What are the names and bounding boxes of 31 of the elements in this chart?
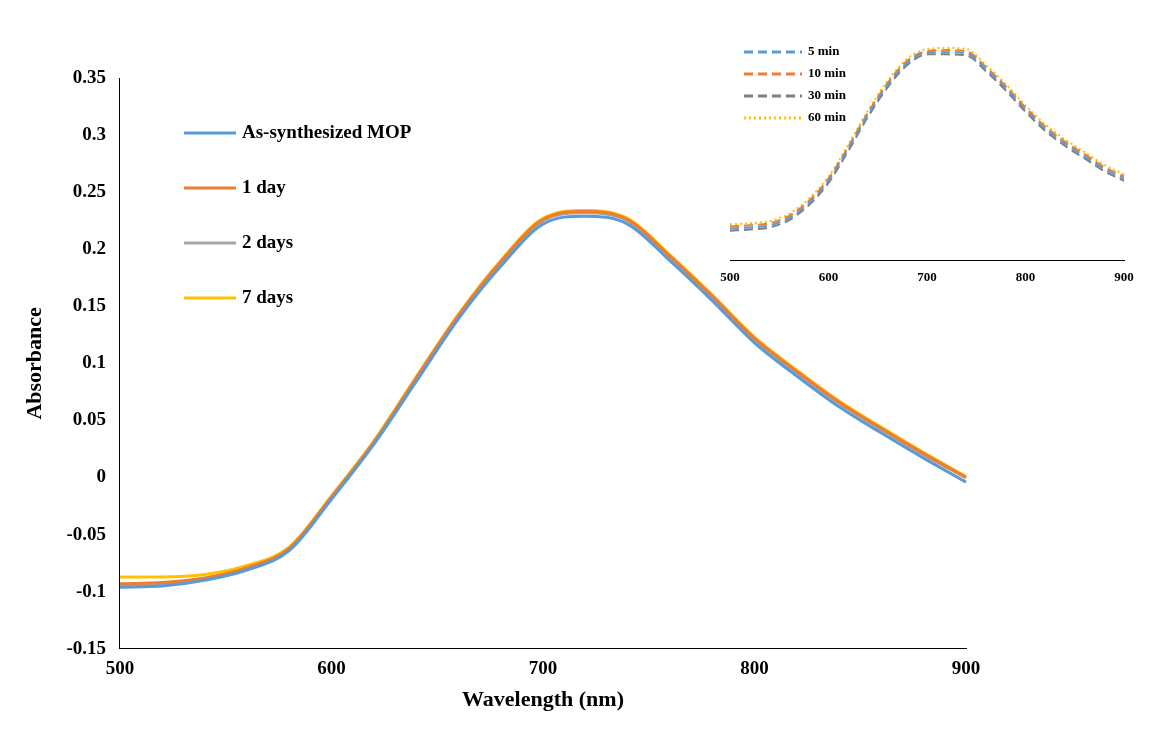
y-tick-label: 0 [96,465,106,487]
x-tick-label: 600 [317,657,346,679]
x-tick-label: 700 [917,268,937,284]
legend-label: 2 days [241,230,294,252]
x-tick-label: 800 [740,657,769,679]
y-tick-label: 0.25 [72,180,106,202]
legend-label: 10 min [808,65,847,81]
x-tick-label: 900 [1114,268,1134,284]
y-tick-label: 0.3 [82,122,106,144]
legend-label: 30 min [808,87,847,103]
x-tick-label: 600 [818,268,839,284]
y-tick-label: -0.05 [66,522,106,544]
legend-label: 1 day [241,175,287,197]
y-tick-label: 0.15 [72,294,106,316]
x-tick-label: 500 [720,268,740,284]
x-tick-label: 700 [528,657,558,679]
legend-label: 60 min [808,109,847,125]
y-tick-label: 0.1 [82,351,106,373]
legend-label: As-synthesized MOP [241,120,412,142]
y-tick-label: 0.2 [82,237,106,259]
x-tick-label: 800 [1015,268,1036,284]
legend-label: 5 min [808,43,841,59]
y-tick-label: -0.1 [75,579,106,601]
y-tick-label: 0.05 [72,408,106,430]
x-tick-label: 500 [105,657,135,679]
y-tick-label: 0.35 [72,65,106,87]
legend-label: 7 days [241,285,294,307]
x-axis-title: Wavelength (nm) [462,686,624,712]
y-tick-label: -0.15 [66,636,106,658]
x-tick-label: 900 [951,657,981,679]
y-axis-title: Absorbance [20,306,46,420]
